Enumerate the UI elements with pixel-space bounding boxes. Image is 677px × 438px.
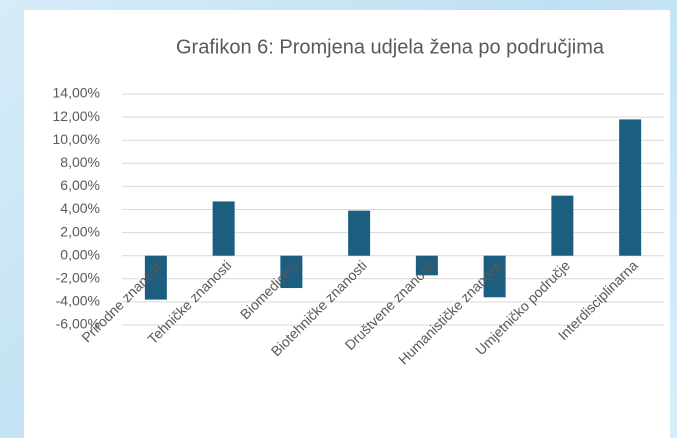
bar: [551, 195, 574, 256]
bar: [415, 255, 438, 276]
bar: [212, 201, 235, 256]
y-tick-label: 14,00%: [53, 85, 100, 101]
y-tick-label: 12,00%: [53, 108, 100, 124]
bar: [280, 255, 303, 289]
chart-title: Grafikon 6: Promjena udjela žena po podr…: [176, 36, 605, 58]
bar: [348, 210, 371, 256]
y-tick-label: 8,00%: [60, 154, 100, 170]
y-tick-label: -2,00%: [56, 270, 100, 286]
y-tick-label: -4,00%: [56, 293, 100, 309]
bar: [619, 119, 642, 256]
bar: [144, 255, 167, 300]
y-tick-label: 4,00%: [60, 200, 100, 216]
y-tick-label: 0,00%: [60, 246, 100, 262]
y-tick-label: 6,00%: [60, 177, 100, 193]
y-tick-label: 10,00%: [53, 131, 100, 147]
y-tick-label: -6,00%: [56, 316, 100, 332]
bar: [483, 255, 506, 298]
y-tick-label: 2,00%: [60, 223, 100, 239]
